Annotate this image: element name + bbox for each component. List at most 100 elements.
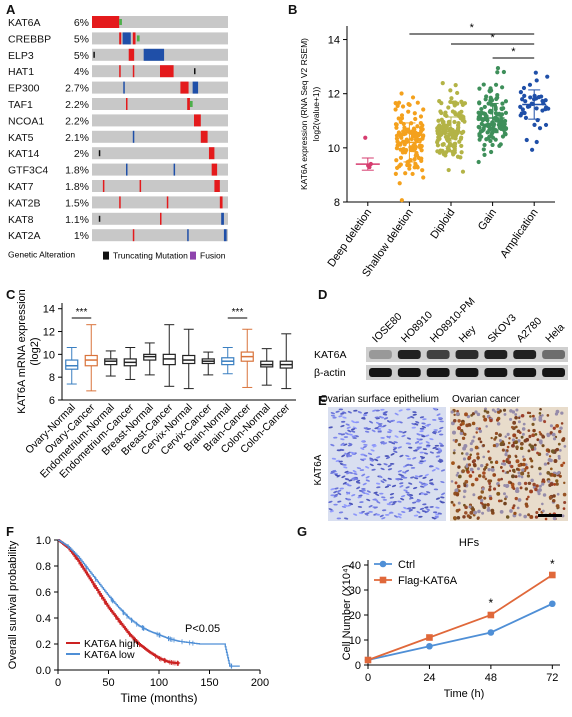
data-point bbox=[363, 135, 368, 140]
alteration-mark bbox=[189, 101, 193, 107]
ihc-cell bbox=[534, 487, 538, 492]
ihc-cell bbox=[399, 485, 404, 488]
ihc-cell bbox=[486, 410, 490, 414]
data-point bbox=[440, 81, 445, 86]
ihc-cell bbox=[517, 420, 521, 424]
ihc-cell bbox=[359, 501, 364, 504]
data-point bbox=[483, 97, 488, 102]
ihc-cell bbox=[457, 419, 461, 423]
ihc-cell bbox=[544, 517, 548, 521]
data-point bbox=[452, 148, 457, 153]
x-axis-label: Time (months) bbox=[121, 691, 198, 705]
data-point bbox=[403, 171, 408, 176]
panel-label-c: C bbox=[6, 287, 16, 302]
ihc-cell bbox=[383, 463, 388, 466]
ihc-cell bbox=[413, 449, 418, 452]
ihc-cell bbox=[362, 482, 367, 486]
data-point bbox=[545, 74, 550, 79]
ihc-cell bbox=[361, 440, 366, 443]
ihc-cell bbox=[524, 465, 529, 470]
ihc-cell bbox=[340, 412, 345, 415]
data-point bbox=[523, 115, 529, 120]
data-point bbox=[413, 130, 418, 135]
ihc-cell bbox=[330, 470, 336, 473]
ihc-cell bbox=[410, 466, 416, 469]
ihc-cell bbox=[411, 426, 416, 429]
data-point bbox=[419, 156, 424, 161]
ihc-cell bbox=[372, 409, 377, 412]
ihc-cell bbox=[420, 492, 425, 495]
ihc-cell bbox=[551, 432, 556, 437]
y-tick-label: 10 bbox=[349, 635, 361, 647]
ihc-cell bbox=[333, 495, 338, 498]
ihc-cell bbox=[478, 429, 483, 433]
ihc-cell bbox=[503, 501, 507, 506]
x-tick-label: 100 bbox=[150, 677, 168, 689]
y-tick-label: 14 bbox=[328, 35, 340, 47]
ihc-cell bbox=[455, 412, 460, 416]
ihc-cell bbox=[511, 438, 516, 442]
ihc-cell bbox=[530, 459, 534, 463]
alteration-mark bbox=[173, 163, 176, 176]
significance-star: * bbox=[511, 46, 516, 58]
ihc-cell bbox=[525, 497, 529, 501]
ihc-cell bbox=[423, 493, 428, 496]
ihc-cell bbox=[351, 494, 356, 497]
ihc-cell bbox=[482, 467, 487, 471]
ihc-cell bbox=[514, 455, 518, 458]
data-point bbox=[413, 116, 418, 122]
ihc-cell bbox=[438, 433, 444, 436]
ihc-cell bbox=[457, 443, 462, 447]
panel-f-survival: 0.0 0.2 0.4 0.6 0.8 1.0 0 50 100 150 200 Time (mont… bbox=[7, 535, 269, 705]
ihc-cell bbox=[527, 449, 531, 453]
panel-label-g: G bbox=[297, 524, 308, 539]
ihc-cell bbox=[452, 451, 456, 455]
blot-band bbox=[484, 368, 508, 377]
ihc-cell bbox=[538, 415, 543, 420]
ihc-cell bbox=[457, 465, 461, 469]
ihc-cell bbox=[411, 422, 416, 426]
ihc-cell bbox=[521, 427, 526, 431]
alteration-mark bbox=[160, 212, 162, 225]
ihc-cell bbox=[476, 452, 480, 456]
ihc-cell bbox=[356, 486, 361, 490]
ihc-cell bbox=[394, 412, 399, 416]
blot-row-label: KAT6A bbox=[314, 349, 346, 361]
legend-label: KAT6A high bbox=[84, 638, 139, 650]
ihc-cell bbox=[368, 510, 373, 513]
ihc-cell bbox=[511, 468, 516, 473]
ihc-cell bbox=[464, 505, 468, 510]
ihc-cell bbox=[387, 464, 392, 468]
data-point bbox=[493, 105, 498, 110]
gene-name-crebbp: CREBBP bbox=[8, 33, 51, 45]
ihc-cell bbox=[369, 463, 374, 467]
ihc-cell bbox=[373, 491, 378, 494]
ihc-cell bbox=[397, 470, 402, 473]
ihc-cell bbox=[379, 416, 385, 419]
ihc-cell bbox=[471, 439, 475, 443]
ihc-cell bbox=[456, 484, 461, 489]
ihc-cell bbox=[418, 481, 423, 484]
ihc-cell bbox=[387, 477, 392, 480]
ihc-cell bbox=[389, 511, 394, 514]
data-point bbox=[487, 89, 493, 94]
ihc-cell bbox=[517, 439, 521, 443]
y-axis-label-line2: log2(value+1)) bbox=[311, 87, 321, 142]
data-point bbox=[481, 147, 486, 152]
ihc-cell bbox=[450, 410, 454, 414]
ihc-cell bbox=[452, 439, 456, 442]
ihc-cell bbox=[336, 517, 342, 520]
ihc-cell bbox=[486, 508, 491, 512]
ihc-cell bbox=[347, 429, 352, 433]
ihc-cell bbox=[421, 425, 426, 429]
ihc-cell bbox=[498, 438, 502, 443]
ihc-cell bbox=[490, 508, 495, 513]
y-tick-label: 12 bbox=[43, 327, 55, 339]
ihc-cell bbox=[423, 484, 428, 487]
ihc-cell bbox=[426, 491, 431, 494]
data-point bbox=[487, 611, 495, 619]
data-point bbox=[534, 78, 539, 83]
ihc-cell bbox=[511, 506, 515, 510]
ihc-cell bbox=[497, 478, 501, 482]
ihc-cell bbox=[480, 490, 484, 494]
